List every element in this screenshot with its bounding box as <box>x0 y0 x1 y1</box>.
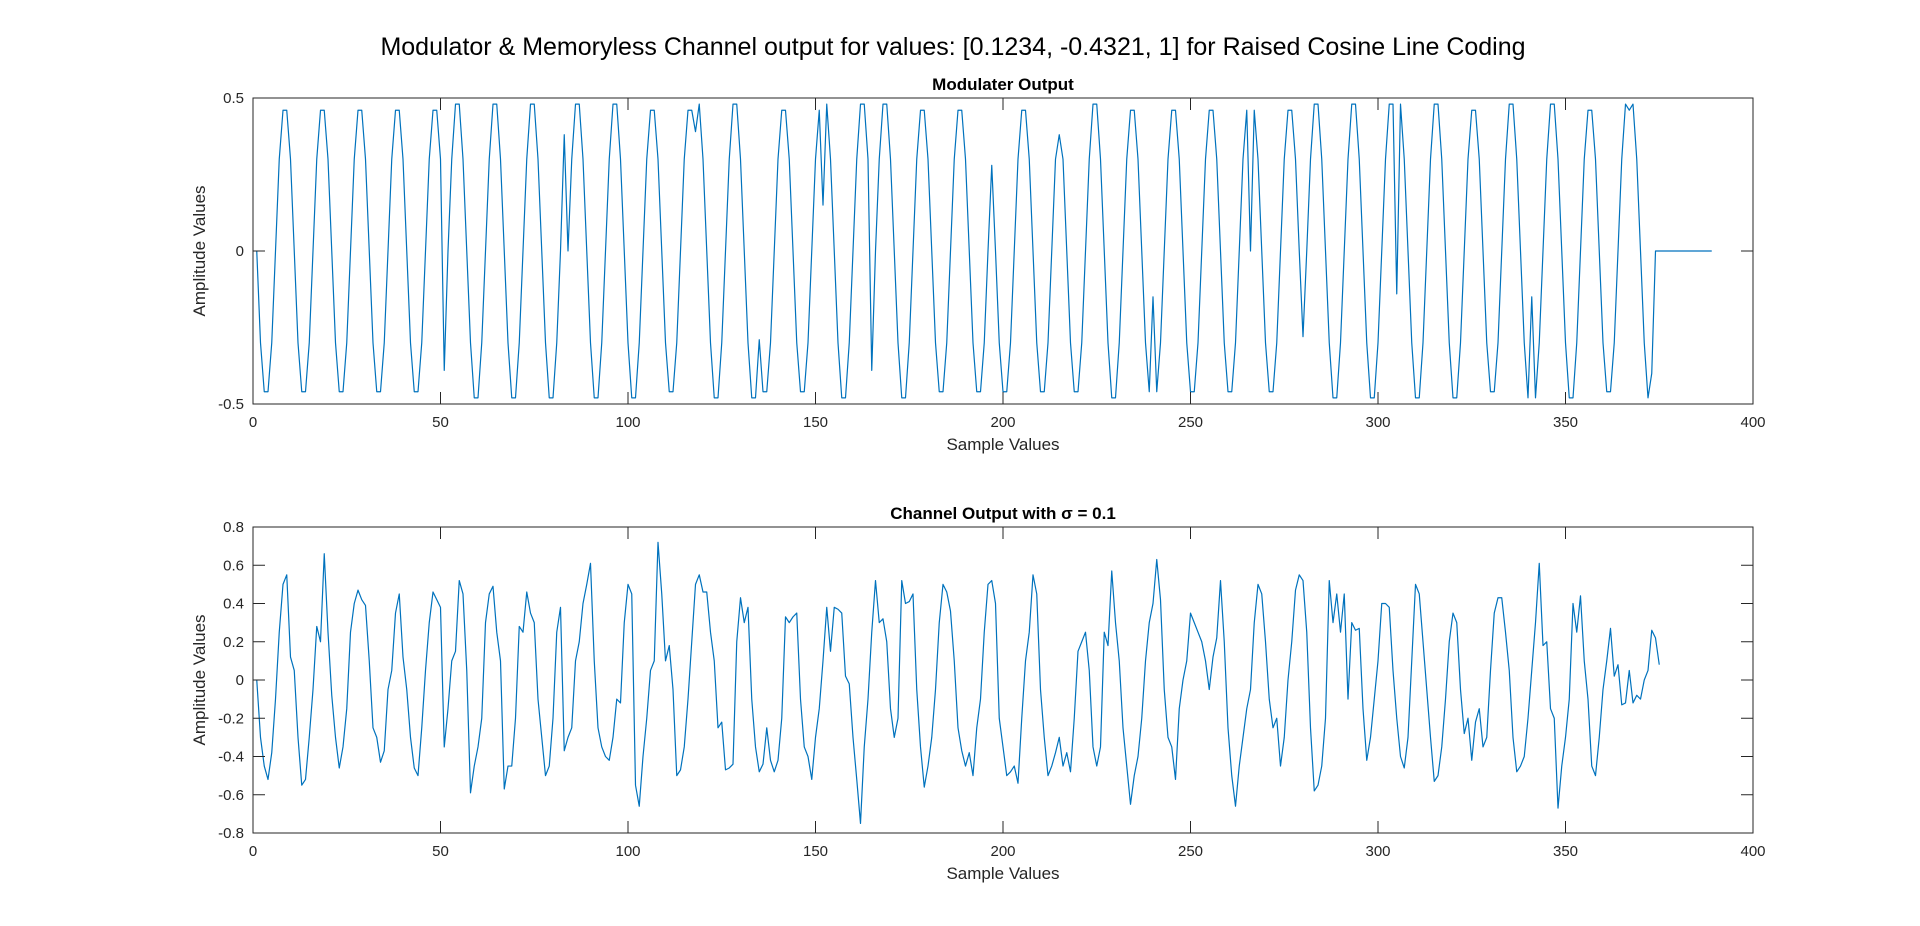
y-tick-label: -0.5 <box>218 396 244 413</box>
y-tick-label: 0.2 <box>223 634 244 651</box>
modulator-output-ticks: 0 50 100 150 200 250 300 350 400 -0.5 0 0.5 <box>218 90 1765 431</box>
y-axis-label: Amplitude Values <box>190 614 209 745</box>
axes-title: Modulater Output <box>932 75 1074 94</box>
x-tick-label: 300 <box>1365 843 1390 860</box>
x-tick-label: 300 <box>1365 414 1390 431</box>
x-tick-label: 400 <box>1740 414 1765 431</box>
x-tick-label: 0 <box>249 414 257 431</box>
figure-suptitle: Modulator & Memoryless Channel output fo… <box>380 33 1525 61</box>
x-axis-label: Sample Values <box>946 864 1059 883</box>
y-tick-label: 0.8 <box>223 519 244 536</box>
x-tick-label: 250 <box>1178 414 1203 431</box>
channel-output-ticks: 0 50 100 150 200 250 300 350 400 -0.8 -0.6 -0.4 -0.2… <box>218 519 1765 860</box>
x-tick-label: 50 <box>432 843 449 860</box>
x-tick-label: 250 <box>1178 843 1203 860</box>
x-tick-label: 150 <box>803 843 828 860</box>
x-tick-label: 50 <box>432 414 449 431</box>
plot-frame <box>252 97 1754 405</box>
x-tick-label: 100 <box>615 414 640 431</box>
plot-frame <box>252 526 1754 834</box>
y-tick-label: 0.4 <box>223 596 244 613</box>
y-tick-label: -0.2 <box>218 710 244 727</box>
x-axis-label: Sample Values <box>946 435 1059 454</box>
series-line-0 <box>256 103 1712 399</box>
x-tick-label: 350 <box>1553 414 1578 431</box>
modulator-output-marks <box>256 103 1712 399</box>
y-tick-label: 0.6 <box>223 557 244 574</box>
modulator-output-axes: 0 50 100 150 200 250 300 350 400 -0.5 0 0.5 Modulat… <box>190 75 1766 454</box>
x-tick-label: 0 <box>249 843 257 860</box>
y-tick-label: -0.4 <box>218 749 244 766</box>
x-tick-label: 350 <box>1553 843 1578 860</box>
y-tick-label: -0.8 <box>218 825 244 842</box>
y-tick-label: -0.6 <box>218 787 244 804</box>
x-tick-label: 200 <box>990 843 1015 860</box>
y-axis-label: Amplitude Values <box>190 185 209 316</box>
y-tick-label: 0.5 <box>223 90 244 107</box>
y-tick-label: 0 <box>236 672 244 689</box>
x-tick-label: 400 <box>1740 843 1765 860</box>
axes-title: Channel Output with σ = 0.1 <box>890 504 1116 523</box>
x-tick-label: 150 <box>803 414 828 431</box>
series-line-0 <box>256 541 1660 825</box>
x-tick-label: 200 <box>990 414 1015 431</box>
channel-output-marks <box>256 541 1660 825</box>
y-tick-label: 0 <box>236 243 244 260</box>
channel-output-axes: 0 50 100 150 200 250 300 350 400 -0.8 -0.6 -0.4 -0.2… <box>190 504 1766 883</box>
x-tick-label: 100 <box>615 843 640 860</box>
